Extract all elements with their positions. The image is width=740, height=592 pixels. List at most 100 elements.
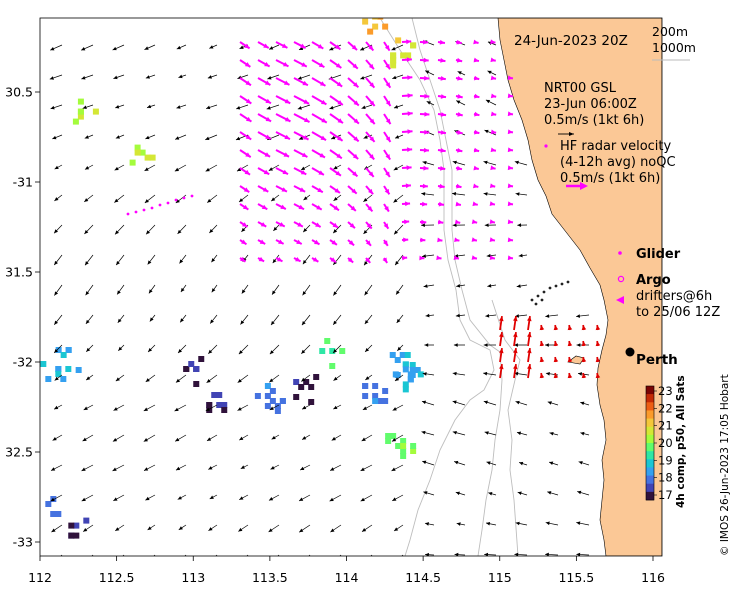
x-tick-label: 116 <box>641 570 665 585</box>
sst-cell <box>377 398 384 404</box>
model-arrow-head <box>456 283 461 288</box>
model-arrow-head <box>115 104 120 109</box>
radar-arrow-head <box>331 240 337 245</box>
model-arrow-head <box>422 161 427 165</box>
model-arrow-head <box>238 560 242 564</box>
drifter-arrow-head <box>513 348 518 354</box>
model-arrow-head <box>333 291 338 296</box>
model-arrow-head <box>421 430 426 435</box>
drifter-arrow-head <box>539 373 545 379</box>
radar-arrow-head <box>385 82 391 88</box>
model-arrow-head <box>271 320 275 326</box>
colorbar: 23 22 21 20 19 18 17 4h comp, p50, All Sats <box>645 375 687 508</box>
isobath-200-label: 200m <box>652 24 688 39</box>
model-arrow-head <box>147 260 152 265</box>
radar-arrow-head <box>265 98 271 104</box>
radar-arrow-head <box>318 62 325 68</box>
drifter-arrow-head <box>527 348 532 354</box>
model-arrow-head <box>300 166 306 171</box>
colorbar-cell <box>646 451 654 460</box>
radar-arrow-head <box>474 129 480 135</box>
sst-cell <box>129 159 136 166</box>
model-arrow-head <box>85 261 89 266</box>
radar-arrow-head <box>437 237 443 243</box>
radar-arrow-head <box>457 147 463 153</box>
model-arrow-head <box>179 259 184 264</box>
radar-arrow-head <box>454 219 461 225</box>
model-arrow-head <box>516 284 521 288</box>
model-arrow-head <box>236 167 242 172</box>
sst-cell <box>65 347 72 353</box>
radar-arrow-head <box>296 239 302 245</box>
model-arrow-head <box>177 229 182 234</box>
sst-cell <box>303 379 310 385</box>
model-arrow-head <box>117 318 122 323</box>
radar-arrow-head <box>348 240 355 246</box>
model-arrow-head <box>576 343 581 347</box>
model-arrow-head <box>391 46 396 51</box>
model-arrow-head <box>118 557 122 561</box>
model-arrow-head <box>392 75 397 80</box>
model-arrow-head <box>453 343 458 347</box>
model-arrow-head <box>578 372 583 376</box>
model-arrow-head <box>454 552 459 556</box>
radar-arrow-head <box>300 169 307 175</box>
model-arrow-head <box>51 528 56 533</box>
radar-scale: 0.5m/s (1kt 6h) <box>560 171 660 186</box>
model-arrow-head <box>363 197 368 202</box>
drifter-arrow-head <box>567 325 573 331</box>
sst-cell <box>410 448 417 454</box>
radar-arrow-head <box>320 135 327 141</box>
model-arrow-head <box>395 261 399 266</box>
radar-arrow-head <box>282 62 289 67</box>
model-arrow-head <box>180 287 185 293</box>
radar-arrow-head <box>489 237 495 242</box>
model-arrow-head <box>241 227 246 232</box>
radar-arrow-head <box>490 147 496 153</box>
radar-arrow-head <box>278 239 284 244</box>
sst-cell <box>399 352 406 358</box>
radar-arrow-head <box>337 135 343 141</box>
sst-cell <box>45 501 52 507</box>
radar-arrow-head <box>335 63 342 68</box>
colorbar-label: 4h comp, p50, All Sats <box>675 375 687 508</box>
y-tick-label: 31.5 <box>5 265 33 280</box>
model-arrow-head <box>394 377 400 381</box>
model-arrow-head <box>487 283 492 288</box>
model-arrow-head <box>239 45 244 49</box>
drifter-arrow-head <box>567 373 573 379</box>
model-arrow-head <box>330 528 335 533</box>
model-arrow-head <box>423 284 428 288</box>
colorbar-cell <box>646 491 654 501</box>
radar-arrow-head <box>457 75 463 81</box>
radar-arrow-head <box>423 147 429 153</box>
drifter-arrow-head <box>527 316 532 322</box>
radar-arrow-head <box>383 223 389 229</box>
model-arrow-head <box>238 350 243 355</box>
model-arrow-head <box>545 371 550 376</box>
radar-arrow-head <box>260 222 267 227</box>
model-arrow-head <box>174 167 180 172</box>
model-arrow-head <box>362 528 367 532</box>
sst-cell <box>72 118 79 125</box>
radar-arrow-head <box>321 118 327 123</box>
model-arrow-head <box>545 521 550 526</box>
model-arrow-head <box>301 349 306 354</box>
radar-arrow-head <box>263 43 269 49</box>
model-arrow-head <box>333 165 338 170</box>
model-arrow-head <box>206 105 211 110</box>
radar-arrow-head <box>353 136 359 142</box>
radar-arrow-head <box>406 57 412 63</box>
sst-cell <box>55 366 62 372</box>
model-arrow-head <box>484 552 489 556</box>
radar-arrow-head <box>352 171 358 177</box>
model-arrow-head <box>209 495 214 499</box>
model-arrow-head <box>273 226 278 231</box>
radar-arrow-head <box>489 183 496 189</box>
model-arrow-head <box>267 76 272 80</box>
perth-marker <box>625 347 635 357</box>
y-tick-label: 30.5 <box>5 85 33 100</box>
radar-arrow-head <box>262 187 269 192</box>
radar-arrow-head <box>264 152 271 157</box>
sst-cell <box>50 511 57 517</box>
